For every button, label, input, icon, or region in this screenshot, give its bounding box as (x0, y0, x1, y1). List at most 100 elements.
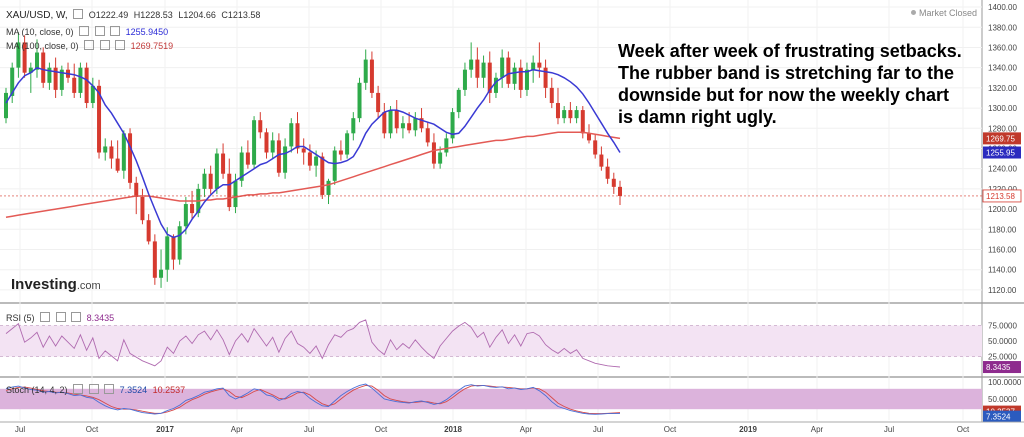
ma100-label[interactable]: MA (100, close, 0) (6, 41, 79, 51)
stoch-k-value: 7.3524 (119, 385, 148, 395)
ma100-axis-label-bg (983, 132, 1021, 145)
price-tick-label: 1340.00 (988, 64, 1017, 73)
candle-body (78, 67, 83, 93)
candle-body (400, 123, 405, 129)
ma10-legend[interactable]: MA (10, close, 0) 1255.9450 (6, 26, 171, 37)
rsi-line (5, 319, 621, 368)
settings-icon[interactable] (73, 9, 84, 19)
eye-icon[interactable] (40, 312, 51, 322)
time-tick-label: 2017 (156, 425, 174, 434)
rsi-tick-label: 50.0000 (988, 337, 1017, 346)
gear-icon[interactable] (94, 26, 105, 36)
ma10-label[interactable]: MA (10, close, 0) (6, 27, 74, 37)
eye-icon[interactable] (84, 40, 95, 50)
candle-body (425, 128, 430, 143)
candle-body (543, 67, 548, 88)
candle-body (53, 67, 58, 90)
time-tick-label: 2019 (739, 425, 757, 434)
candle-body (245, 152, 250, 165)
candle-body (512, 67, 517, 84)
candle-body (152, 241, 157, 278)
ma10-axis-label: 1255.95 (986, 149, 1015, 158)
candle-body (121, 133, 126, 171)
candle-body (469, 59, 474, 70)
candle-body (97, 85, 102, 153)
candle-body (456, 89, 461, 113)
candle-body (599, 154, 604, 167)
close-icon[interactable] (104, 384, 115, 394)
gear-icon[interactable] (55, 312, 66, 322)
stoch-legend[interactable]: Stoch (14, 4, 2) 7.3524 10.2537 (6, 384, 188, 395)
candle-body (314, 156, 319, 166)
candle-body (202, 173, 207, 189)
candle-body (338, 150, 343, 155)
candle-body (270, 140, 275, 153)
candle-body (128, 133, 133, 183)
candle-body (332, 150, 337, 181)
price-tick-label: 1200.00 (988, 205, 1017, 214)
symbol-label[interactable]: XAU/USD, W, (6, 10, 68, 21)
candle-body (177, 226, 182, 260)
candle-body (419, 118, 424, 129)
candle-body (103, 146, 108, 153)
candle-body (4, 92, 8, 119)
ma100-line (5, 131, 621, 218)
price-tick-label: 1380.00 (988, 23, 1017, 32)
price-tick-label: 1360.00 (988, 43, 1017, 52)
close-icon[interactable] (115, 40, 126, 50)
candle-body (283, 146, 288, 173)
rsi-legend[interactable]: RSI (5) 8.3435 (6, 312, 117, 323)
candle-body (28, 67, 33, 73)
candle-body (264, 132, 269, 153)
price-tick-label: 1160.00 (988, 245, 1017, 254)
candle-body (376, 92, 381, 113)
candle-body (506, 57, 511, 84)
ma10-line (5, 66, 621, 239)
candle-body (524, 69, 529, 90)
candle-body (16, 42, 21, 68)
candle-body (10, 67, 15, 96)
candle-body (574, 110, 579, 119)
time-tick-label: Jul (15, 425, 25, 434)
rsi-label[interactable]: RSI (5) (6, 313, 35, 323)
candle-body (295, 123, 300, 149)
high-value: H1228.53 (133, 10, 173, 20)
stoch-label[interactable]: Stoch (14, 4, 2) (6, 385, 68, 395)
eye-icon[interactable] (79, 26, 90, 36)
low-value: L1204.66 (178, 10, 216, 20)
ma100-value: 1269.7519 (130, 41, 174, 51)
gear-icon[interactable] (88, 384, 99, 394)
close-icon[interactable] (110, 26, 121, 36)
candle-body (90, 85, 95, 104)
price-tick-label: 1140.00 (988, 266, 1017, 275)
candle-body (252, 120, 257, 165)
candle-body (35, 52, 40, 70)
price-tick-label: 1320.00 (988, 84, 1017, 93)
candle-body (444, 138, 449, 153)
rsi-tick-label: 75.0000 (988, 322, 1017, 331)
time-tick-label: Oct (664, 425, 677, 434)
candle-body (221, 153, 226, 174)
candle-body (258, 120, 263, 133)
candle-body (208, 173, 213, 189)
candle-body (462, 69, 467, 90)
candle-body (41, 52, 46, 83)
price-tick-label: 1120.00 (988, 286, 1017, 295)
close-icon[interactable] (71, 312, 82, 322)
rsi-tick-label: 25.0000 (988, 353, 1017, 362)
candle-body (481, 62, 486, 78)
candle-body (183, 204, 188, 227)
candle-body (611, 178, 616, 187)
candle-body (493, 77, 498, 93)
rsi-value: 8.3435 (86, 313, 115, 323)
candle-body (568, 110, 573, 119)
ma100-legend[interactable]: MA (100, close, 0) 1269.7519 (6, 40, 176, 51)
candle-body (345, 133, 350, 155)
candle-body (618, 186, 622, 196)
gear-icon[interactable] (99, 40, 110, 50)
candle-body (59, 69, 64, 90)
candle-body (320, 156, 325, 195)
eye-icon[interactable] (73, 384, 84, 394)
symbol-legend[interactable]: XAU/USD, W, O1222.49 H1228.53 L1204.66 C… (6, 9, 263, 21)
candle-body (586, 133, 591, 141)
